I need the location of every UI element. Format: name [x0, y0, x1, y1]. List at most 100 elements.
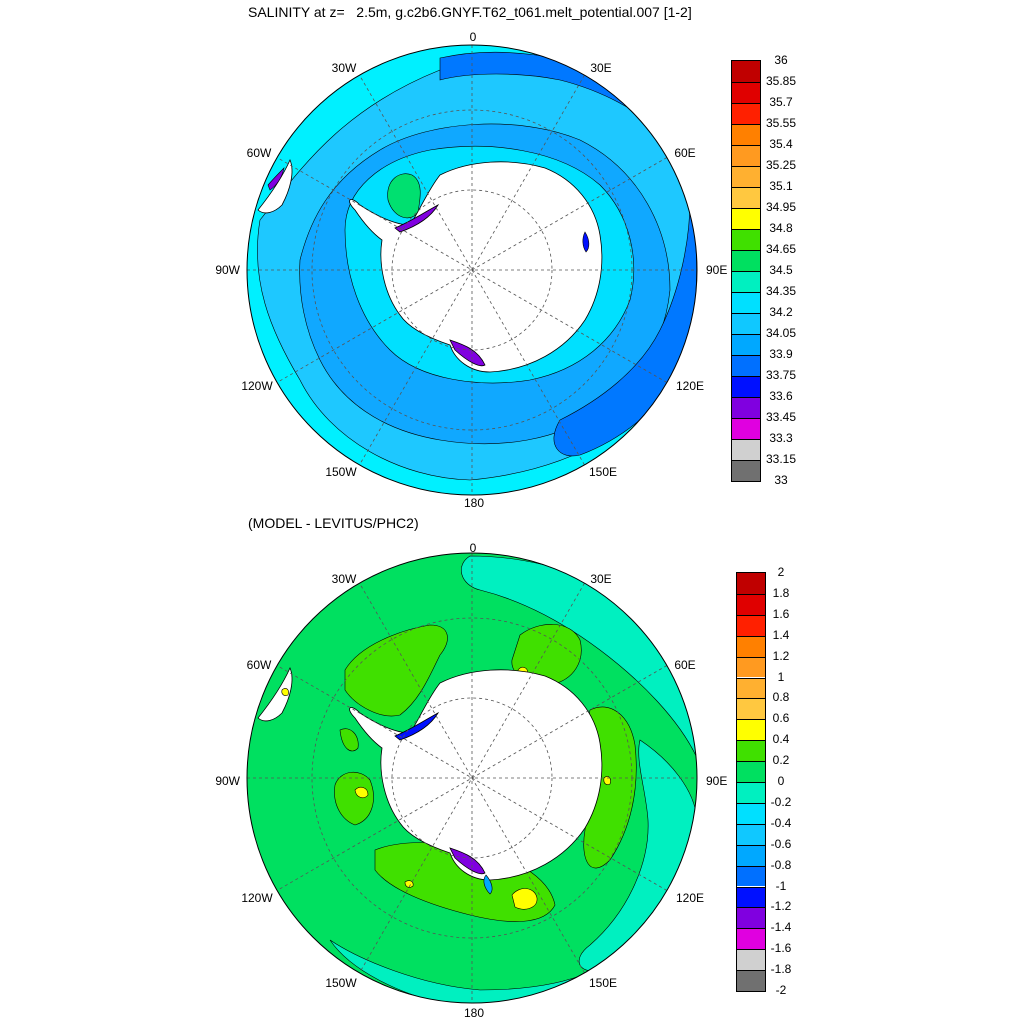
- top-colorbar-label: 34.05: [765, 326, 797, 340]
- top-colorbar-swatch: [732, 271, 760, 292]
- top-grid: [247, 45, 697, 495]
- top-colorbar-swatch: [732, 418, 760, 439]
- top-lon-120e: 120E: [675, 379, 705, 393]
- bottom-colorbar-swatch: [737, 719, 765, 741]
- top-colorbar-label: 33.15: [765, 452, 797, 466]
- bottom-colorbar-swatch: [737, 949, 765, 971]
- bottom-lon-30w: 30W: [331, 572, 357, 586]
- top-colorbar-swatch: [732, 124, 760, 145]
- top-colorbar-swatch: [732, 292, 760, 313]
- top-map-title: SALINITY at z= 2.5m, g.c2b6.GNYF.T62_t06…: [248, 4, 692, 20]
- bottom-field-lightgreen-5: [334, 772, 374, 826]
- top-map-boundary: [246, 44, 698, 496]
- top-colorbar-swatch: [732, 166, 760, 187]
- bottom-colorbar-label: 0.2: [772, 753, 790, 768]
- bottom-colorbar-label: -0.2: [770, 794, 792, 809]
- top-colorbar-label: 33: [774, 473, 788, 487]
- bottom-colorbar-label: 1.2: [772, 648, 790, 663]
- top-colorbar-label: 34.95: [765, 200, 797, 214]
- bottom-lon-90w: 90W: [215, 774, 240, 788]
- top-colorbar-label: 35.1: [769, 179, 793, 193]
- bottom-colorbar-swatch: [737, 907, 765, 929]
- bottom-colorbar-swatch: [737, 886, 765, 908]
- bottom-colorbar-label: -0.6: [770, 836, 792, 851]
- bottom-colorbar-label: 2: [777, 565, 785, 579]
- top-colorbar-swatch: [732, 103, 760, 124]
- top-lon-90e: 90E: [706, 263, 728, 277]
- bottom-lon-30e: 30E: [590, 572, 612, 586]
- bottom-colorbar: [736, 572, 766, 992]
- top-lon-60w: 60W: [246, 146, 272, 160]
- top-colorbar-label: 34.5: [769, 263, 793, 277]
- bottom-lon-180: 180: [463, 1006, 485, 1020]
- top-colorbar-swatch: [732, 334, 760, 355]
- top-colorbar-label: 34.35: [765, 284, 797, 298]
- top-colorbar-label: 35.25: [765, 158, 797, 172]
- top-colorbar-label: 33.45: [765, 410, 797, 424]
- bottom-colorbar-swatch: [737, 970, 765, 991]
- top-lon-120w: 120W: [241, 379, 273, 393]
- bottom-map-boundary: [246, 552, 698, 1004]
- bottom-colorbar-label: 0.6: [772, 711, 790, 726]
- top-colorbar-label: 33.3: [769, 431, 793, 445]
- bottom-colorbar-label: -1.8: [770, 962, 792, 977]
- bottom-colorbar-swatch: [737, 573, 765, 594]
- bottom-field-yellow-1: [511, 888, 538, 910]
- top-colorbar-label: 35.85: [765, 74, 797, 88]
- top-lon-90w: 90W: [215, 263, 240, 277]
- top-lon-150w: 150W: [325, 465, 357, 479]
- top-colorbar-label: 36: [774, 53, 788, 67]
- top-polar-map: [247, 45, 697, 495]
- bottom-colorbar-swatch: [737, 677, 765, 699]
- bottom-colorbar-swatch: [737, 865, 765, 887]
- top-lon-0: 0: [469, 30, 477, 44]
- top-colorbar-swatch: [732, 145, 760, 166]
- bottom-colorbar-swatch: [737, 844, 765, 866]
- top-colorbar-swatch: [732, 376, 760, 397]
- bottom-colorbar-swatch: [737, 614, 765, 636]
- top-colorbar-swatch: [732, 250, 760, 271]
- top-colorbar-label: 33.9: [769, 347, 793, 361]
- bottom-colorbar-label: 1.4: [772, 627, 790, 642]
- bottom-colorbar-label: 1: [777, 669, 785, 684]
- top-lon-60e: 60E: [674, 146, 696, 160]
- top-south-america: [257, 158, 293, 214]
- bottom-lon-120e: 120E: [675, 891, 705, 905]
- top-colorbar-swatch: [732, 355, 760, 376]
- top-lon-30w: 30W: [331, 61, 357, 75]
- bottom-colorbar-label: 0.8: [772, 690, 790, 705]
- bottom-colorbar-label: 1.8: [772, 585, 790, 600]
- top-colorbar-label: 35.55: [765, 116, 797, 130]
- bottom-colorbar-label: -1.2: [770, 899, 792, 914]
- bottom-colorbar-label: 0.4: [772, 732, 790, 747]
- bottom-colorbar-swatch: [737, 656, 765, 678]
- bottom-south-america: [257, 666, 293, 722]
- bottom-colorbar-label: 1.6: [772, 606, 790, 621]
- top-colorbar-label: 35.7: [769, 95, 793, 109]
- top-colorbar-swatch: [732, 61, 760, 82]
- bottom-colorbar-swatch: [737, 635, 765, 657]
- top-colorbar-label: 33.75: [765, 368, 797, 382]
- bottom-field-lightgreen-1: [344, 624, 448, 717]
- top-colorbar-swatch: [732, 187, 760, 208]
- bottom-grid: [247, 553, 697, 1003]
- bottom-colorbar-label: -2: [775, 983, 787, 997]
- top-field-green: [387, 173, 421, 219]
- bottom-colorbar-swatch: [737, 782, 765, 803]
- top-colorbar-label: 34.65: [765, 242, 797, 256]
- bottom-colorbar-swatch: [737, 698, 765, 720]
- top-colorbar-label: 33.6: [769, 389, 793, 403]
- top-colorbar-swatch: [732, 229, 760, 250]
- top-colorbar-swatch: [732, 439, 760, 460]
- bottom-colorbar-label: -1: [775, 878, 787, 893]
- top-colorbar: [731, 60, 761, 482]
- bottom-colorbar-label: -1.6: [770, 941, 792, 956]
- top-colorbar-label: 35.4: [769, 137, 793, 151]
- bottom-colorbar-swatch: [737, 761, 765, 782]
- top-colorbar-swatch: [732, 313, 760, 334]
- bottom-colorbar-swatch: [737, 802, 765, 824]
- top-lon-180: 180: [463, 496, 485, 510]
- bottom-colorbar-swatch: [737, 928, 765, 950]
- bottom-lon-90e: 90E: [706, 774, 728, 788]
